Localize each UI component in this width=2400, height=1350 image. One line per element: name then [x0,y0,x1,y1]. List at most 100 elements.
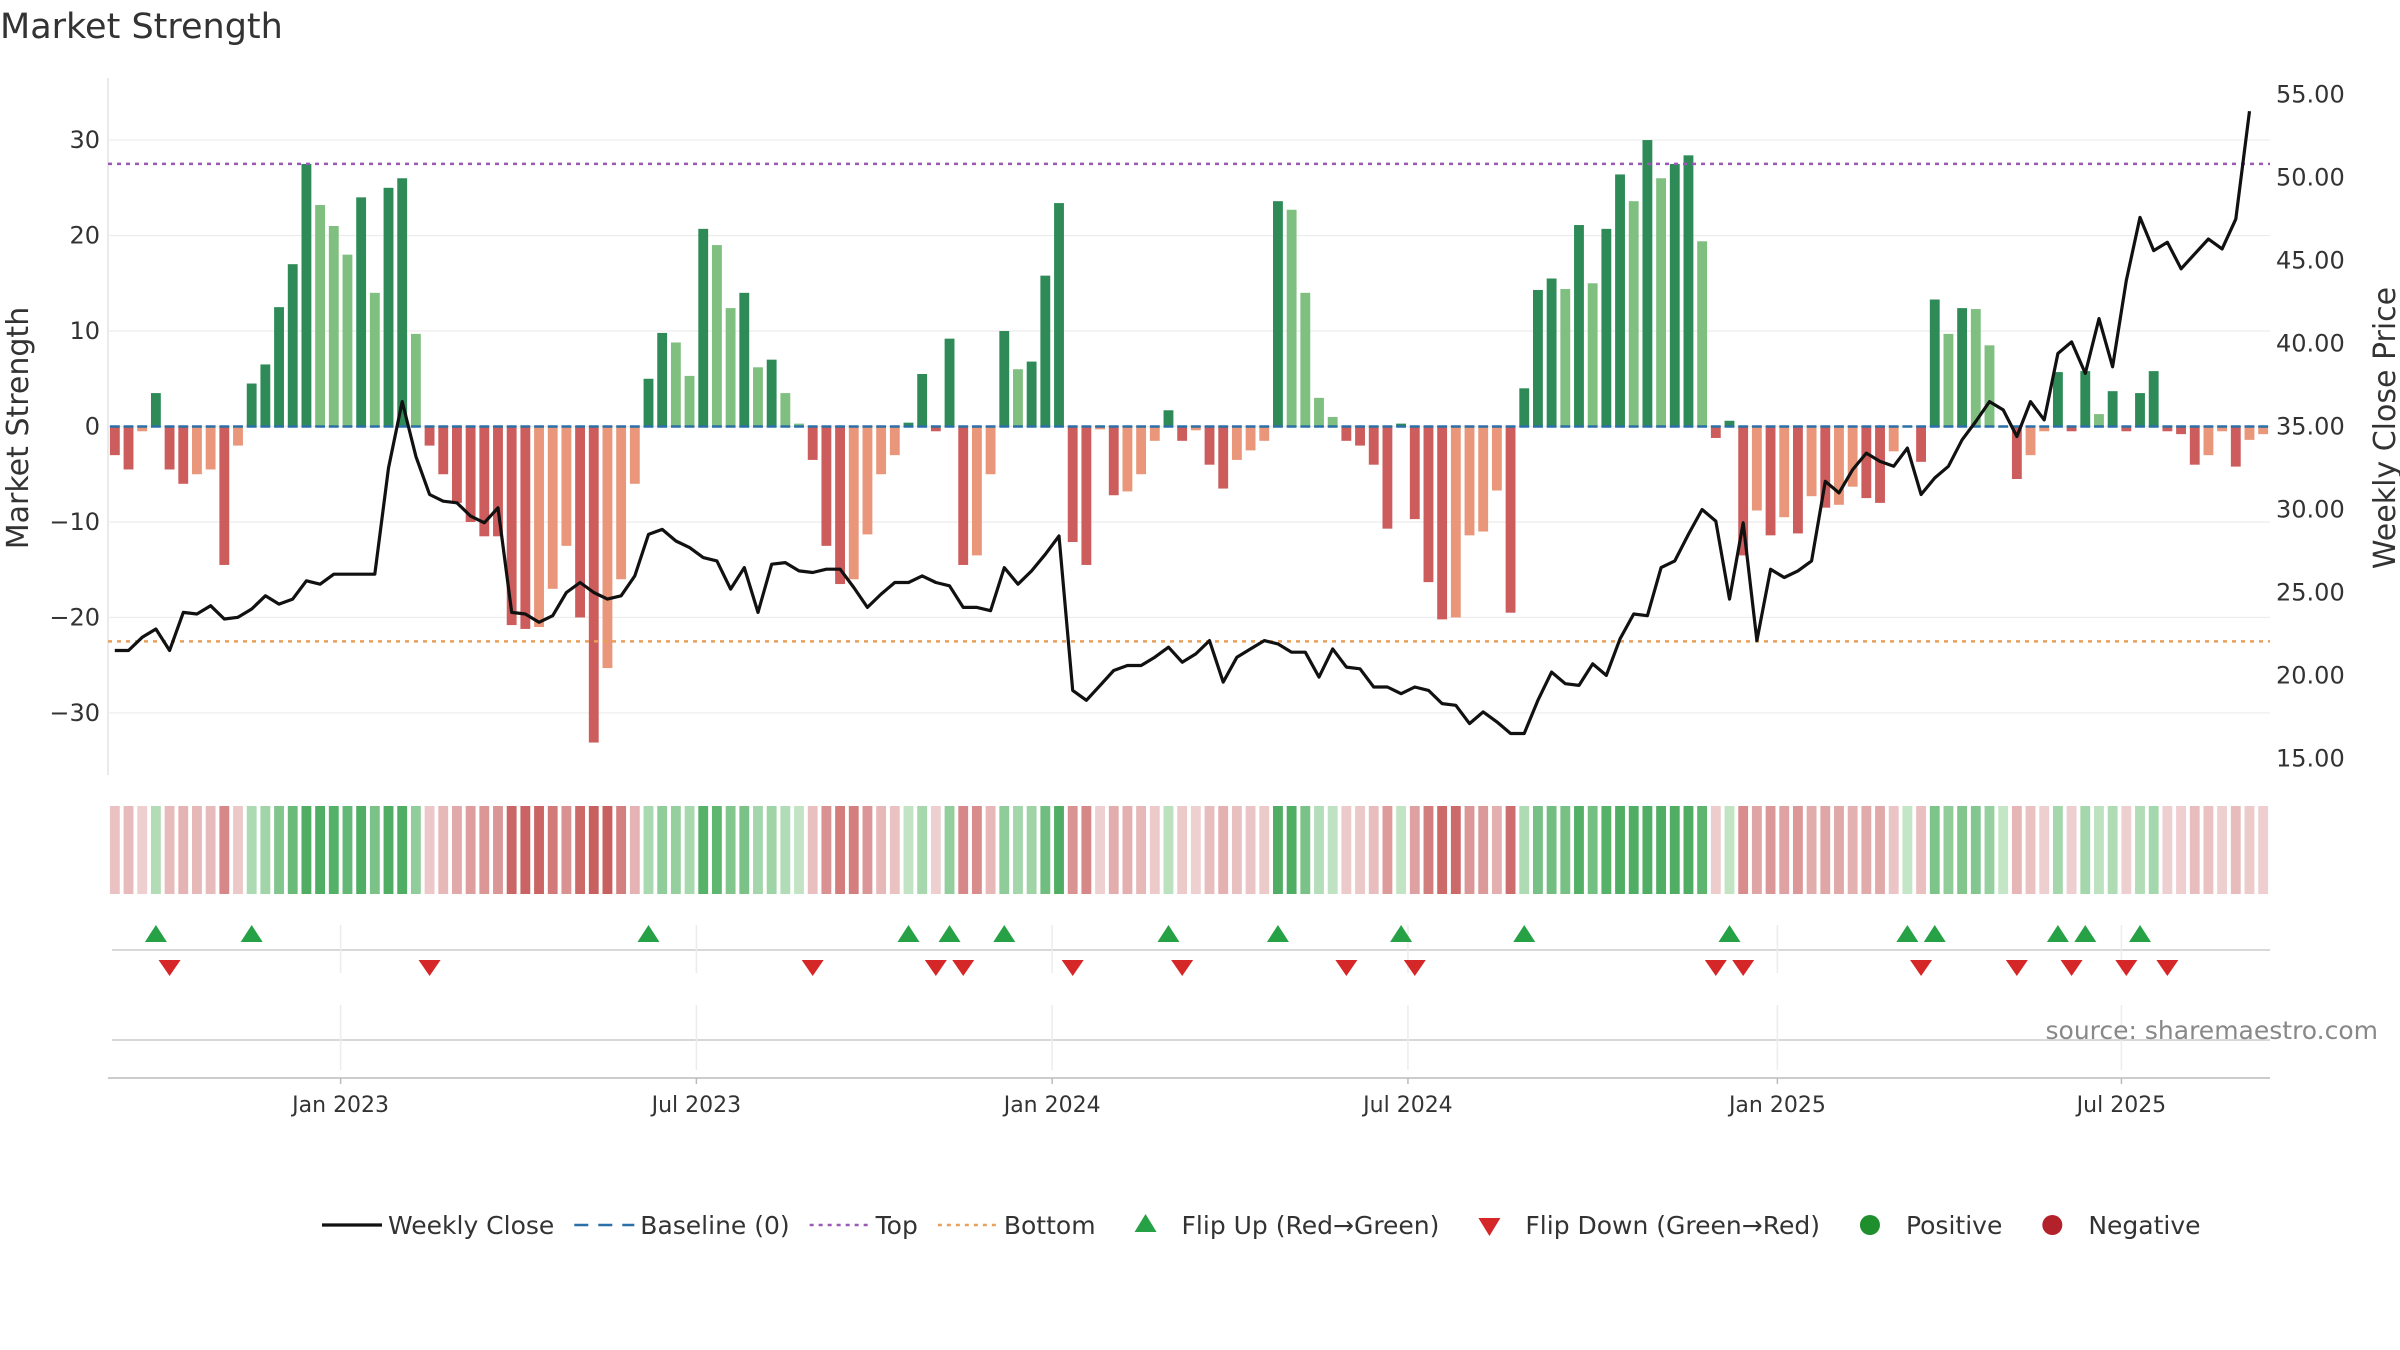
heat-cell [1095,806,1105,894]
heat-cell [369,806,380,894]
strength-bar [260,364,271,427]
left-tick-label: 30 [69,126,100,154]
strength-bar [1286,209,1297,427]
heat-cell [534,806,544,894]
strength-bar [1314,397,1324,427]
heat-cell [287,806,298,894]
strength-bar [1108,426,1119,496]
strength-bar [821,426,832,546]
strength-bar [889,426,900,456]
strength-bar [1136,426,1147,475]
right-tick-label: 40.00 [2276,330,2345,358]
heat-cell [2258,806,2269,894]
strength-bar [629,426,640,484]
strength-bar [287,264,298,427]
heat-cell [999,806,1010,894]
heat-cell [547,806,558,894]
heat-cell [424,806,435,894]
strength-bar [2244,426,2255,440]
flip-up-marker [938,925,961,942]
heat-cell [1026,806,1037,894]
heat-cell [821,806,832,894]
strength-bar [1587,283,1598,427]
heat-cell [1683,806,1694,894]
heat-cell [1861,806,1872,894]
heat-cell [1519,806,1530,894]
heat-cell [616,806,627,894]
strength-bar [2066,426,2077,432]
strength-bar [602,426,613,669]
heat-cell [944,806,955,894]
strength-bar [862,426,873,535]
heat-cell [1067,806,1078,894]
strength-bar [1491,426,1502,491]
strength-bar [1574,225,1584,427]
heat-cell [1149,806,1160,894]
flip-up-marker [2074,925,2097,942]
flip-up-marker [1266,925,1289,942]
heat-cell [233,806,243,894]
heat-cell [1820,806,1831,894]
strength-bar [1300,292,1311,427]
flip-down-marker [1704,960,1727,976]
strength-bar [424,426,435,446]
strength-bar [876,426,887,475]
heat-cell [753,806,763,894]
flip-down-marker [418,960,441,976]
heat-cell [438,806,449,894]
strength-bar [1738,426,1749,556]
heat-cell [698,806,709,894]
right-tick-label: 45.00 [2276,247,2345,275]
heat-cell [1751,806,1762,894]
heat-cell [1916,806,1926,894]
heat-cell [164,806,175,894]
strength-bar [1697,241,1708,427]
strength-bar [328,225,339,427]
strength-bar [1368,426,1379,465]
strength-bar [1231,426,1242,460]
flip-down-marker [2156,960,2179,976]
strength-bar [1478,426,1489,532]
heat-cell [109,806,120,894]
flip-down-marker [158,960,181,976]
heat-cell [1327,806,1338,894]
heat-cell [643,806,654,894]
strength-bar [534,426,544,628]
strength-bar [1464,426,1475,536]
strength-bar [1409,426,1420,520]
heat-cell [862,806,873,894]
strength-bar [1546,278,1557,427]
heat-cell [1177,806,1188,894]
heat-cell [493,806,503,894]
strength-bar [1122,426,1133,492]
heat-cell [1984,806,1995,894]
strength-bar [2176,426,2186,435]
heat-cell [2107,806,2118,894]
flip-down-marker [801,960,824,976]
heat-cell [150,806,161,894]
heat-cell [1738,806,1749,894]
strength-bar [438,426,449,475]
heat-cell [2217,806,2228,894]
heat-cell [711,806,722,894]
legend-label: Flip Up (Red→Green) [1182,1211,1440,1240]
heat-cell [971,806,982,894]
strength-bar [164,426,175,470]
strength-bar [137,426,148,432]
strength-bar [123,426,134,470]
right-axis-title: Weekly Close Price [2368,287,2400,569]
legend-item: Baseline (0) [574,1211,790,1240]
heat-cell [520,806,531,894]
heat-cell [2189,806,2200,894]
strength-bar [794,423,804,427]
heat-cell [1847,806,1858,894]
right-tick-label: 50.00 [2276,164,2345,192]
heat-cell [1710,806,1721,894]
strength-bar [1751,426,1762,511]
legend-item: Flip Up (Red→Green) [1134,1211,1440,1240]
heat-cell [1286,806,1297,894]
right-y-axis: 55.00 50.00 45.00 40.00 35.00 30.00 25.00 20.00… [2276,81,2345,773]
strength-bar [1560,289,1571,427]
heat-cell [1970,806,1981,894]
strength-bar [2107,391,2118,427]
